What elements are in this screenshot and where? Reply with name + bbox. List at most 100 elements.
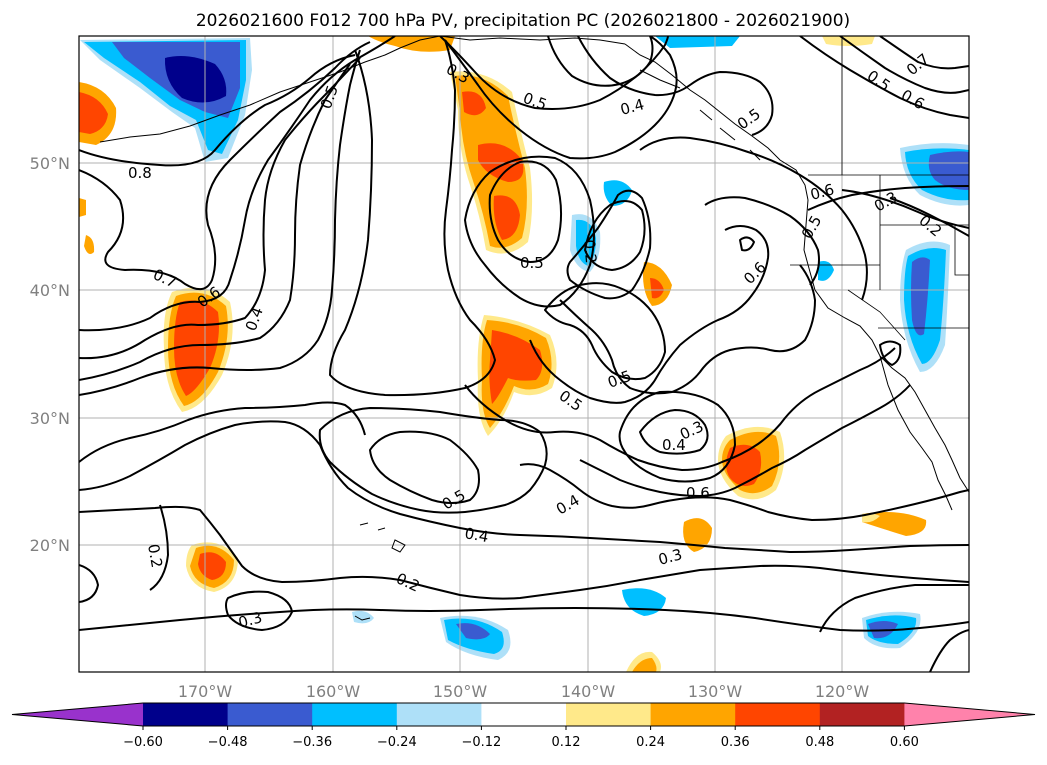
pv-contour-0.7-west bbox=[79, 41, 371, 291]
precip-neg-140w-small bbox=[603, 180, 632, 206]
pv-contour-0.4-southarc bbox=[318, 407, 548, 514]
pv-contour-0.6-west bbox=[79, 36, 396, 332]
colorbar-segment bbox=[650, 703, 736, 726]
map-content: 0.8 0.7 0.6 0.4 0.5 0.3 0.5 0.4 0.5 0.2 … bbox=[79, 36, 969, 672]
border-states bbox=[790, 36, 969, 341]
precip-neg-westcoast-core bbox=[911, 257, 930, 336]
pv-contour-0.3-dip bbox=[639, 409, 709, 455]
pv-contour-0.7-topright bbox=[879, 36, 969, 70]
colorbar-tick-label: −0.48 bbox=[208, 735, 248, 750]
precip-pos-127w-core bbox=[726, 444, 762, 486]
pv-contour-0.4-small-east bbox=[879, 340, 902, 366]
pv-contour-0.3-centerloop bbox=[329, 39, 496, 397]
colorbar-tick-label: 0.48 bbox=[805, 735, 834, 750]
lat-label: 30°N bbox=[30, 409, 70, 428]
pv-contour-0.5-east bbox=[807, 185, 969, 211]
precip-pos-farleft-b bbox=[79, 198, 86, 217]
coastline-alaska-gulf bbox=[639, 69, 761, 161]
pv-contour-0.5-southarc bbox=[369, 430, 480, 504]
pv-contour-0.5-ne bbox=[639, 136, 868, 301]
precip-pos-farleft-c bbox=[84, 235, 95, 254]
pv-contour-0.5-topright bbox=[799, 36, 969, 119]
precip-pos-135w-core bbox=[650, 278, 664, 299]
colorbar-tick-label: 0.12 bbox=[552, 735, 581, 750]
pv-contour-0.5-middle bbox=[529, 225, 770, 404]
colorbar-segment bbox=[566, 703, 652, 726]
coastline-hawaii bbox=[359, 522, 406, 553]
contour-label: 0.3 bbox=[236, 608, 264, 632]
colorbar: −0.60 −0.48 −0.36 −0.24 −0.12 0.12 0.24 0.36 0.4… bbox=[11, 702, 1036, 750]
contour-label: 0.3 bbox=[656, 545, 684, 569]
pv-contour-0.3-westcenter bbox=[79, 63, 351, 381]
pv-contour-0.2-long bbox=[79, 505, 969, 600]
boundaries bbox=[790, 36, 969, 341]
colorbar-segment bbox=[396, 703, 482, 726]
precip-neg-158w-small bbox=[352, 610, 374, 624]
coastline-alaska-south bbox=[439, 36, 626, 45]
coastline-baja bbox=[879, 355, 953, 511]
coastline-islands-south bbox=[354, 615, 371, 621]
pv-contour-0.3-southwest bbox=[79, 564, 99, 603]
lon-label: 160°W bbox=[306, 682, 361, 701]
colorbar-extend-high bbox=[904, 703, 1035, 726]
precip-neg-150w-core bbox=[456, 623, 490, 640]
colorbar-segment bbox=[481, 703, 567, 726]
graticule bbox=[79, 36, 969, 672]
lat-label: 20°N bbox=[30, 536, 70, 555]
precip-pos-135w-bottom bbox=[632, 658, 657, 672]
colorbar-segment bbox=[735, 703, 821, 726]
pv-contour-0.5-loop1 bbox=[488, 160, 562, 263]
pv-contour-0.6-lower bbox=[579, 384, 911, 497]
precip-neg-top bbox=[655, 36, 740, 48]
contour-label: 0.5 bbox=[520, 254, 544, 272]
pv-contour-0.3-loop3 bbox=[566, 189, 652, 300]
pv-contours bbox=[79, 36, 969, 672]
chart-title: 2026021600 F012 700 hPa PV, precipitatio… bbox=[196, 11, 850, 31]
pv-contour-0.2-southwest bbox=[149, 504, 169, 591]
contour-label: 0.6 bbox=[808, 180, 836, 204]
colorbar-extend-low bbox=[12, 703, 143, 726]
colorbar-tick-label: 0.60 bbox=[890, 735, 919, 750]
lon-label: 150°W bbox=[433, 682, 488, 701]
lon-labels: 170°W 160°W 150°W 140°W 130°W 120°W bbox=[178, 682, 870, 701]
pv-contour-0.4-dip bbox=[618, 390, 736, 483]
contour-label: 0.8 bbox=[128, 164, 152, 182]
pv-contour-0.5-right-outer bbox=[439, 36, 669, 110]
precip-pos-145w-south-core bbox=[489, 330, 543, 404]
colorbar-segment bbox=[227, 703, 313, 726]
lat-label: 50°N bbox=[30, 154, 70, 173]
pv-contour-0.5-southeast bbox=[519, 463, 969, 521]
pv-contour-0.3-long bbox=[79, 401, 366, 463]
map-frame bbox=[78, 35, 970, 673]
colorbar-segment bbox=[819, 703, 905, 726]
colorbar-tick-label: −0.24 bbox=[377, 735, 417, 750]
pv-contour-0.6-ne-loop bbox=[739, 236, 755, 252]
precip-neg-ne-core bbox=[928, 151, 969, 190]
precip-pos-145w-north-core1 bbox=[462, 91, 486, 116]
pv-contour-0.6-ne bbox=[704, 196, 820, 286]
pv-contour-0.4-long bbox=[79, 420, 969, 553]
pv-contour-0.2-east bbox=[889, 197, 969, 237]
coastline-alaska-peninsula bbox=[99, 36, 441, 143]
coastline-bc-panhandle bbox=[624, 43, 809, 201]
colorbar-tick-label: −0.12 bbox=[461, 735, 501, 750]
pv-contour-0.2-se bbox=[929, 629, 969, 672]
pv-contour-0.4-topright bbox=[577, 36, 774, 136]
pv-contour-0.6-middle bbox=[559, 264, 816, 395]
contour-label: 0.4 bbox=[463, 524, 490, 546]
colorbar-segment bbox=[143, 703, 229, 726]
pv-contour-0.8-nw bbox=[79, 54, 356, 167]
precip-pos-farleft-a-core bbox=[79, 92, 108, 134]
lat-labels: 50°N 40°N 30°N 20°N bbox=[30, 154, 70, 555]
colorbar-tick-label: −0.36 bbox=[292, 735, 332, 750]
pv-contour-0.3-bottom bbox=[225, 590, 293, 631]
colorbar-tick-label: 0.24 bbox=[636, 735, 665, 750]
contour-label: 0.4 bbox=[618, 95, 646, 119]
precip-neg-121w-small bbox=[818, 261, 834, 281]
lon-label: 140°W bbox=[561, 682, 616, 701]
contour-label: 0.4 bbox=[662, 436, 686, 454]
lon-label: 120°W bbox=[815, 682, 870, 701]
lat-label: 40°N bbox=[30, 281, 70, 300]
colorbar-segment bbox=[312, 703, 398, 726]
